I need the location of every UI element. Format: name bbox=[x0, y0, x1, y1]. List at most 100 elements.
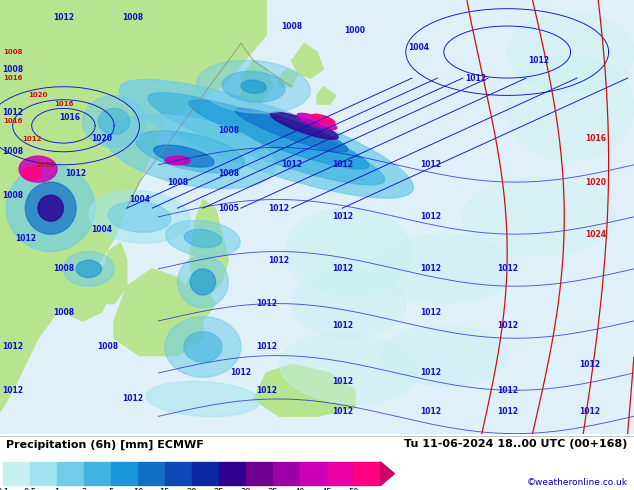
Ellipse shape bbox=[285, 208, 412, 295]
Text: 1015: 1015 bbox=[35, 162, 54, 168]
Text: 1012: 1012 bbox=[465, 74, 486, 82]
Ellipse shape bbox=[98, 108, 130, 134]
Ellipse shape bbox=[22, 167, 41, 180]
Text: 1012: 1012 bbox=[332, 265, 353, 273]
Ellipse shape bbox=[154, 145, 214, 167]
Polygon shape bbox=[114, 269, 203, 356]
Ellipse shape bbox=[374, 234, 514, 304]
Ellipse shape bbox=[165, 156, 190, 165]
Text: 1012: 1012 bbox=[22, 136, 41, 142]
Text: 1008: 1008 bbox=[3, 49, 22, 55]
Text: 1016: 1016 bbox=[54, 101, 73, 107]
Polygon shape bbox=[317, 87, 336, 104]
Text: 1020: 1020 bbox=[29, 93, 48, 98]
Text: 1024: 1024 bbox=[585, 230, 607, 239]
Text: 1012: 1012 bbox=[256, 386, 277, 395]
Text: 1008: 1008 bbox=[281, 22, 302, 30]
Bar bbox=[111, 462, 138, 486]
Ellipse shape bbox=[271, 112, 338, 139]
Text: 1012: 1012 bbox=[2, 343, 23, 351]
Ellipse shape bbox=[19, 156, 57, 182]
Text: 1012: 1012 bbox=[496, 408, 518, 416]
Ellipse shape bbox=[184, 332, 222, 362]
Bar bbox=[273, 462, 299, 486]
Polygon shape bbox=[380, 462, 394, 486]
Ellipse shape bbox=[148, 93, 385, 185]
Bar bbox=[219, 462, 245, 486]
Ellipse shape bbox=[25, 182, 76, 234]
Polygon shape bbox=[279, 70, 298, 87]
Text: 1012: 1012 bbox=[53, 13, 74, 22]
Text: 1008: 1008 bbox=[2, 191, 23, 199]
Text: 1012: 1012 bbox=[332, 377, 353, 386]
Text: ©weatheronline.co.uk: ©weatheronline.co.uk bbox=[527, 478, 628, 487]
Ellipse shape bbox=[38, 195, 63, 221]
Ellipse shape bbox=[105, 115, 275, 189]
Text: 1012: 1012 bbox=[256, 299, 277, 308]
Bar bbox=[3, 462, 30, 486]
Text: 15: 15 bbox=[160, 488, 170, 490]
Text: 1012: 1012 bbox=[579, 408, 600, 416]
Bar bbox=[138, 462, 165, 486]
Text: 1012: 1012 bbox=[420, 160, 442, 169]
Polygon shape bbox=[254, 364, 355, 416]
Text: 1012: 1012 bbox=[65, 169, 87, 178]
Ellipse shape bbox=[63, 251, 114, 286]
Text: 1012: 1012 bbox=[496, 386, 518, 395]
Text: 1008: 1008 bbox=[2, 65, 23, 74]
Text: 1020: 1020 bbox=[91, 134, 112, 143]
Bar bbox=[327, 462, 354, 486]
Bar bbox=[57, 462, 84, 486]
Ellipse shape bbox=[165, 317, 241, 377]
Ellipse shape bbox=[146, 381, 260, 416]
Polygon shape bbox=[101, 243, 127, 304]
Text: 1004: 1004 bbox=[91, 225, 112, 234]
Polygon shape bbox=[190, 199, 228, 295]
Text: 1012: 1012 bbox=[230, 368, 252, 377]
Text: 45: 45 bbox=[321, 488, 332, 490]
Bar bbox=[84, 462, 111, 486]
Ellipse shape bbox=[280, 334, 418, 404]
Text: 1012: 1012 bbox=[332, 212, 353, 221]
Text: 1008: 1008 bbox=[53, 308, 74, 317]
Ellipse shape bbox=[189, 100, 369, 169]
Bar bbox=[191, 462, 219, 486]
Ellipse shape bbox=[108, 201, 171, 232]
Ellipse shape bbox=[197, 60, 310, 113]
Text: 1016: 1016 bbox=[585, 134, 607, 143]
Ellipse shape bbox=[235, 108, 348, 152]
Polygon shape bbox=[63, 260, 114, 321]
Ellipse shape bbox=[119, 79, 413, 198]
Text: 1000: 1000 bbox=[344, 26, 366, 35]
Text: 1012: 1012 bbox=[268, 204, 290, 213]
Text: 35: 35 bbox=[268, 488, 278, 490]
Text: 40: 40 bbox=[294, 488, 305, 490]
Bar bbox=[30, 462, 57, 486]
Bar bbox=[299, 462, 327, 486]
Text: 1012: 1012 bbox=[2, 108, 23, 117]
Bar bbox=[165, 462, 191, 486]
Text: 0.1: 0.1 bbox=[0, 488, 10, 490]
Ellipse shape bbox=[380, 325, 507, 386]
Text: 1008: 1008 bbox=[53, 265, 74, 273]
Text: 0.5: 0.5 bbox=[23, 488, 37, 490]
Text: 1012: 1012 bbox=[281, 160, 302, 169]
Ellipse shape bbox=[6, 165, 95, 251]
Ellipse shape bbox=[312, 114, 335, 124]
Ellipse shape bbox=[292, 269, 406, 338]
Text: 1012: 1012 bbox=[496, 321, 518, 330]
Text: 50: 50 bbox=[348, 488, 359, 490]
Ellipse shape bbox=[190, 269, 216, 295]
Text: Precipitation (6h) [mm] ECMWF: Precipitation (6h) [mm] ECMWF bbox=[6, 439, 204, 449]
Ellipse shape bbox=[136, 131, 245, 173]
Text: 1012: 1012 bbox=[122, 394, 144, 403]
Ellipse shape bbox=[82, 96, 146, 147]
Text: 1012: 1012 bbox=[268, 256, 290, 265]
Text: 10: 10 bbox=[133, 488, 143, 490]
Text: 1012: 1012 bbox=[420, 265, 442, 273]
Text: 1008: 1008 bbox=[97, 343, 119, 351]
Text: 1012: 1012 bbox=[332, 160, 353, 169]
Text: 1016: 1016 bbox=[3, 119, 22, 124]
Text: 1012: 1012 bbox=[2, 386, 23, 395]
Ellipse shape bbox=[297, 113, 337, 129]
